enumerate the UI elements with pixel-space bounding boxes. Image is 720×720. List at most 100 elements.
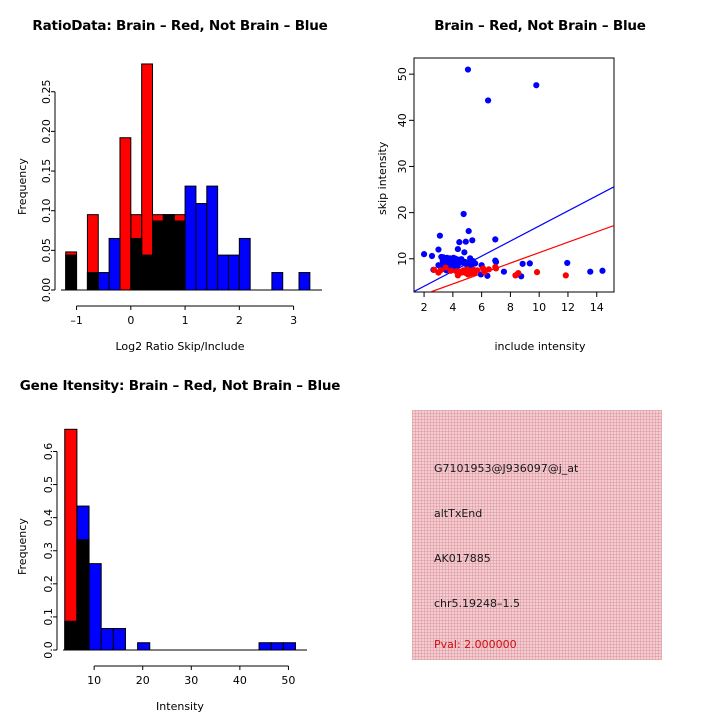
scatter-point [526, 260, 533, 267]
ratio-y-tick-label: 0.15 [40, 159, 53, 184]
scatter-x-tick-label: 12 [561, 301, 575, 314]
scatter-point [461, 249, 468, 256]
ratio-bar [184, 185, 197, 291]
scatter-point [462, 238, 469, 245]
ratio-bar [195, 203, 208, 291]
panel-intensity-scatter: Brain – Red, Not Brain – Blue 10 20 30 40 50… [360, 0, 720, 360]
scatter-y-axis-label: skip intensity [376, 141, 389, 215]
gene-x-tick-label: 50 [281, 674, 295, 687]
scatter-point [519, 260, 526, 267]
scatter-point [469, 237, 476, 244]
scatter-fit-line [414, 186, 614, 292]
scatter-y-tick-label: 10 [396, 252, 409, 266]
scatter-point [465, 227, 472, 235]
ratio-bar [298, 272, 311, 291]
scatter-point [492, 258, 500, 266]
gene-bar [64, 428, 78, 651]
gene-intensity-plot: 0.0 0.1 0.2 0.3 0.4 0.5 0.6 10 20 30 40 50 [42, 428, 307, 687]
scatter-y-tick-label: 30 [396, 159, 409, 173]
scatter-point [435, 269, 442, 276]
scatter-plot-box [413, 57, 615, 293]
ratio-bar [152, 214, 164, 291]
ratio-panel-title: RatioData: Brain – Red, Not Brain – Blue [32, 18, 328, 34]
ratio-x-tick-label: –1 [70, 314, 83, 327]
gene-x-tick-label: 40 [233, 674, 247, 687]
scatter-fit-line [430, 224, 614, 292]
scatter-point [435, 246, 442, 253]
gene-y-tick-label: 0.2 [42, 575, 55, 593]
scatter-y-tick-label: 50 [396, 67, 409, 81]
ratio-bar [141, 63, 154, 291]
info-probe-id: G7101953@J936097@j_at [434, 462, 579, 475]
ratio-y-tick-label: 0.05 [40, 238, 53, 263]
scatter-point [515, 269, 522, 277]
ratio-y-axis-label: Frequency [16, 158, 29, 215]
ratio-histogram-plot: 0.00 0.05 0.10 0.15 0.20 0.25 –1 0 1 2 3 [40, 63, 322, 327]
scatter-x-tick-label: 8 [507, 301, 514, 314]
ratio-y-tick-label: 0.20 [40, 119, 53, 144]
gene-y-tick-label: 0.5 [42, 476, 55, 494]
ratio-bar [97, 272, 110, 291]
gene-y-tick-label: 0.6 [42, 443, 55, 461]
ratio-bar [65, 251, 78, 291]
ratio-bar [162, 214, 175, 291]
scatter-x-tick-label: 4 [449, 301, 456, 314]
ratio-bar [238, 237, 251, 291]
scatter-point [500, 268, 508, 275]
panel-gene-intensity-histogram: Gene Itensity: Brain – Red, Not Brain – … [0, 360, 360, 720]
scatter-point [447, 267, 454, 274]
panel-ratio-histogram: RatioData: Brain – Red, Not Brain – Blue… [0, 0, 360, 360]
gene-bar [112, 627, 126, 651]
scatter-point [420, 251, 428, 258]
intensity-scatter-plot: 10 20 30 40 50 2 4 6 8 10 12 14 [396, 57, 615, 314]
scatter-x-tick-label: 10 [532, 301, 546, 314]
ratio-x-axis-label: Log2 Ratio Skip/Include [115, 340, 245, 353]
scatter-point [428, 252, 436, 260]
gene-bars [64, 428, 296, 651]
scatter-inner [414, 66, 614, 292]
scatter-point [458, 269, 465, 276]
ratio-y-tick-label: 0.25 [40, 79, 53, 104]
scatter-x-tick-label: 6 [478, 301, 485, 314]
gene-bar [76, 539, 90, 651]
ratio-x-tick-label: 2 [236, 314, 243, 327]
ratio-x-tick-label: 0 [127, 314, 134, 327]
gene-y-axis-label: Frequency [16, 518, 29, 575]
gene-bar [137, 642, 151, 651]
scatter-point [599, 267, 606, 274]
scatter-point [564, 259, 571, 267]
ratio-bars [65, 63, 311, 291]
scatter-point [533, 82, 540, 89]
gene-y-tick-label: 0.3 [42, 542, 55, 560]
gene-x-axis-label: Intensity [156, 700, 204, 713]
scatter-panel-title: Brain – Red, Not Brain – Blue [434, 18, 646, 34]
gene-bar [100, 627, 114, 651]
info-event-type: altTxEnd [434, 507, 483, 520]
ratio-x-tick-label: 1 [182, 314, 189, 327]
scatter-y-tick-label: 20 [396, 206, 409, 220]
gene-x-tick-label: 30 [184, 674, 198, 687]
ratio-y-tick-label: 0.00 [40, 278, 53, 303]
info-accession: AK017885 [434, 552, 491, 565]
scatter-point [460, 210, 467, 218]
gene-bar [270, 642, 284, 651]
ratio-bar [119, 137, 132, 291]
gene-bar [282, 642, 296, 651]
scatter-point [492, 236, 499, 243]
gene-panel-title: Gene Itensity: Brain – Red, Not Brain – … [19, 378, 341, 394]
scatter-point [492, 265, 500, 272]
scatter-point [442, 264, 449, 271]
ratio-bar [206, 185, 219, 291]
ratio-bar [86, 214, 99, 291]
scatter-y-tick-label: 40 [396, 113, 409, 127]
info-pval: Pval: 2.000000 [434, 638, 517, 651]
ratio-x-tick-label: 3 [290, 314, 297, 327]
scatter-point [562, 272, 569, 279]
gene-y-tick-label: 0.4 [42, 509, 55, 527]
gene-y-tick-label: 0.0 [42, 641, 55, 659]
scatter-point [587, 268, 594, 275]
scatter-x-tick-label: 14 [590, 301, 604, 314]
info-locus: chr5.19248–1.5 [434, 597, 521, 610]
gene-plot-group: 0.0 0.1 0.2 0.3 0.4 0.5 0.6 10 20 30 40 50 [42, 428, 307, 687]
